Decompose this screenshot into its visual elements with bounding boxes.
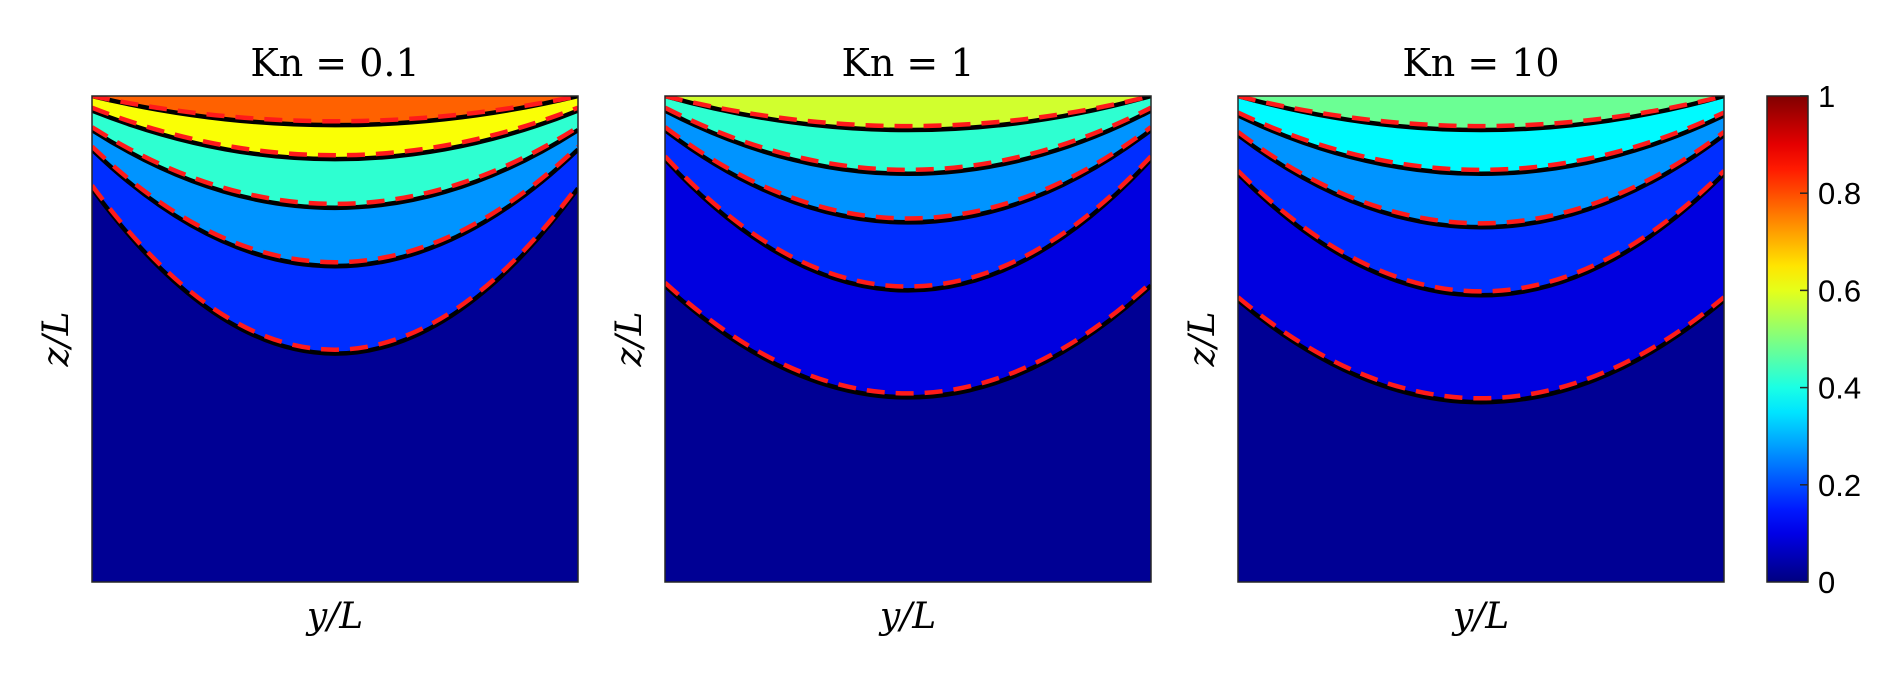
colorbar-tick-label: 0.6 — [1818, 273, 1861, 308]
contour-line-dashed-0.1 — [1238, 169, 1724, 294]
contour-line-dashed-0.2 — [665, 125, 1151, 221]
contour-lines — [665, 96, 1151, 400]
colorbar-gradient — [1766, 95, 1809, 583]
contour-line-solid-0.3 — [665, 108, 1151, 176]
contour-fills — [1238, 96, 1724, 403]
axes-frame — [91, 95, 579, 583]
contour-line-solid-0.2 — [1238, 133, 1724, 230]
contour-line-dashed-0.1 — [665, 154, 1151, 289]
contour-line-solid-0.3 — [1238, 113, 1724, 176]
contour-line-solid-0.05 — [665, 283, 1151, 400]
contour-line-dashed-0.5 — [92, 105, 578, 158]
panel-1: Kn = 0.1 y/L z/L — [36, 41, 579, 637]
contour-line-solid-0.1 — [1238, 172, 1724, 298]
panel-title: Kn = 10 — [1402, 41, 1559, 85]
contour-line-solid-0.05 — [1238, 298, 1724, 405]
colorbar-tick-label: 0.4 — [1818, 371, 1861, 406]
axes-frame — [1237, 95, 1725, 583]
x-axis-label: y/L — [1451, 596, 1509, 637]
contour-line-dashed-0.3 — [665, 105, 1151, 173]
panel-2: Kn = 1 y/L z/L — [609, 41, 1152, 637]
colorbar-tick-label: 1 — [1818, 79, 1835, 114]
contour-line-dashed-0.05 — [1238, 295, 1724, 401]
contour-line-dashed-0.1 — [92, 184, 578, 352]
y-axis-label: z/L — [36, 311, 77, 367]
colorbar-tick-label: 0.2 — [1818, 468, 1861, 503]
x-axis-label: y/L — [305, 596, 363, 637]
contour-line-solid-0.3 — [92, 128, 578, 211]
panel-title: Kn = 1 — [841, 41, 974, 85]
y-axis-label: z/L — [609, 311, 650, 367]
contour-line-dashed-0.3 — [92, 125, 578, 207]
contour-lines — [92, 96, 578, 356]
panel-title: Kn = 0.1 — [250, 41, 419, 85]
colorbar-tick-label: 0.8 — [1818, 176, 1861, 211]
contour-line-solid-0.2 — [92, 147, 578, 269]
contour-line-solid-0.2 — [665, 128, 1151, 225]
x-axis-label: y/L — [878, 596, 936, 637]
contour-line-dashed-0.3 — [1238, 110, 1724, 173]
contour-line-dashed-0.7 — [92, 96, 578, 124]
y-axis-label: z/L — [1182, 311, 1223, 367]
contour-line-solid-0.5 — [92, 108, 578, 162]
contour-lines — [1238, 96, 1724, 405]
contour-line-dashed-0.4 — [1238, 96, 1724, 129]
colorbar: 0 0.2 0.4 0.6 0.8 1 — [1766, 79, 1861, 600]
contour-line-dashed-0.2 — [92, 144, 578, 265]
colorbar-tick-label: 0 — [1818, 565, 1835, 600]
contour-line-dashed-0.2 — [1238, 130, 1724, 226]
contour-line-solid-0.1 — [92, 187, 578, 356]
panel-3: Kn = 10 y/L z/L — [1182, 41, 1725, 637]
contour-line-dashed-0.5 — [665, 96, 1151, 129]
contour-line-dashed-0.05 — [665, 280, 1151, 396]
axes-frame — [664, 95, 1152, 583]
contour-line-solid-0.1 — [665, 157, 1151, 293]
